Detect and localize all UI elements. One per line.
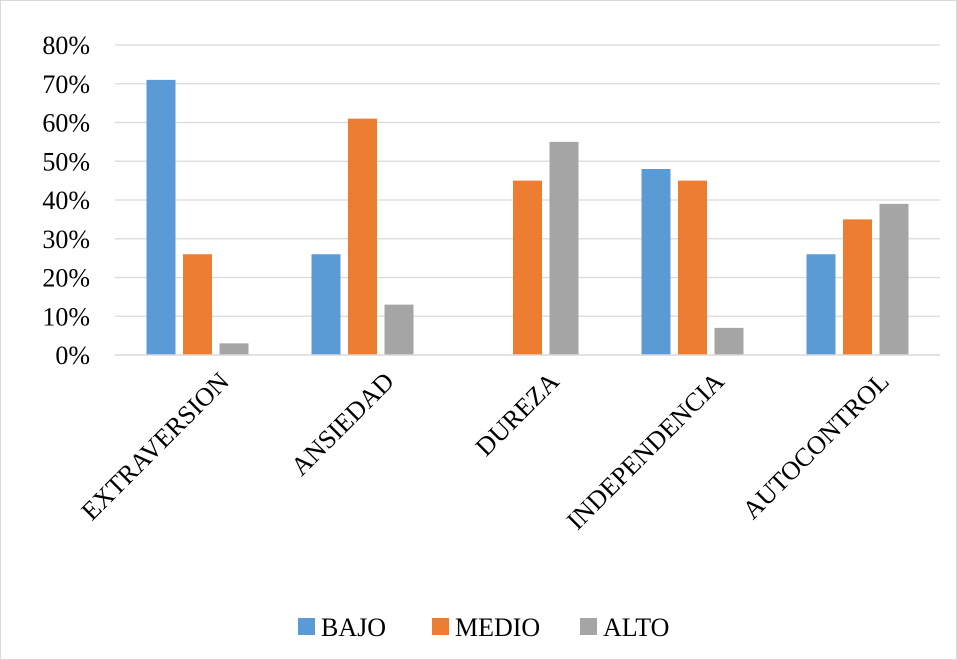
bar-bajo-independencia <box>641 169 671 355</box>
legend-swatch-alto <box>580 618 597 635</box>
legend-swatch-bajo <box>298 618 315 635</box>
y-axis-ticks: 0% 10% 20% 30% 40% 50% 60% 70% 80% <box>42 31 90 370</box>
bar-bajo-ansiedad <box>311 254 341 355</box>
legend-label-medio: MEDIO <box>455 613 540 642</box>
legend-label-alto: ALTO <box>603 613 669 642</box>
y-tick-label: 0% <box>55 341 90 370</box>
bar-alto-autocontrol <box>879 203 909 355</box>
gridlines <box>115 44 940 317</box>
bar-alto-extraversion <box>219 343 249 355</box>
legend-swatch-medio <box>432 618 449 635</box>
bar-medio-independencia <box>678 180 707 355</box>
legend-label-bajo: BAJO <box>321 613 386 642</box>
bar-medio-dureza <box>513 180 542 355</box>
y-tick-label: 40% <box>42 186 90 215</box>
category-label: ANSIEDAD <box>285 367 399 481</box>
bar-alto-dureza <box>549 141 579 355</box>
bars <box>146 79 909 355</box>
y-tick-label: 50% <box>42 147 90 176</box>
category-label: AUTOCONTROL <box>737 367 895 525</box>
category-label: DUREZA <box>470 367 565 462</box>
y-tick-label: 10% <box>42 302 90 331</box>
bar-medio-ansiedad <box>348 118 377 355</box>
bar-bajo-autocontrol <box>806 254 836 355</box>
y-tick-label: 70% <box>42 70 90 99</box>
bar-medio-autocontrol <box>843 219 872 355</box>
bar-medio-extraversion <box>183 254 212 355</box>
bar-alto-ansiedad <box>384 304 414 355</box>
bar-bajo-extraversion <box>146 79 176 355</box>
category-label: EXTRAVERSION <box>76 367 235 526</box>
y-tick-label: 20% <box>42 264 90 293</box>
y-tick-label: 80% <box>42 31 90 60</box>
y-tick-label: 60% <box>42 109 90 138</box>
y-tick-label: 30% <box>42 225 90 254</box>
category-label: INDEPENDENCIA <box>561 367 730 536</box>
bar-alto-independencia <box>714 327 744 355</box>
legend: BAJO MEDIO ALTO <box>298 613 669 642</box>
